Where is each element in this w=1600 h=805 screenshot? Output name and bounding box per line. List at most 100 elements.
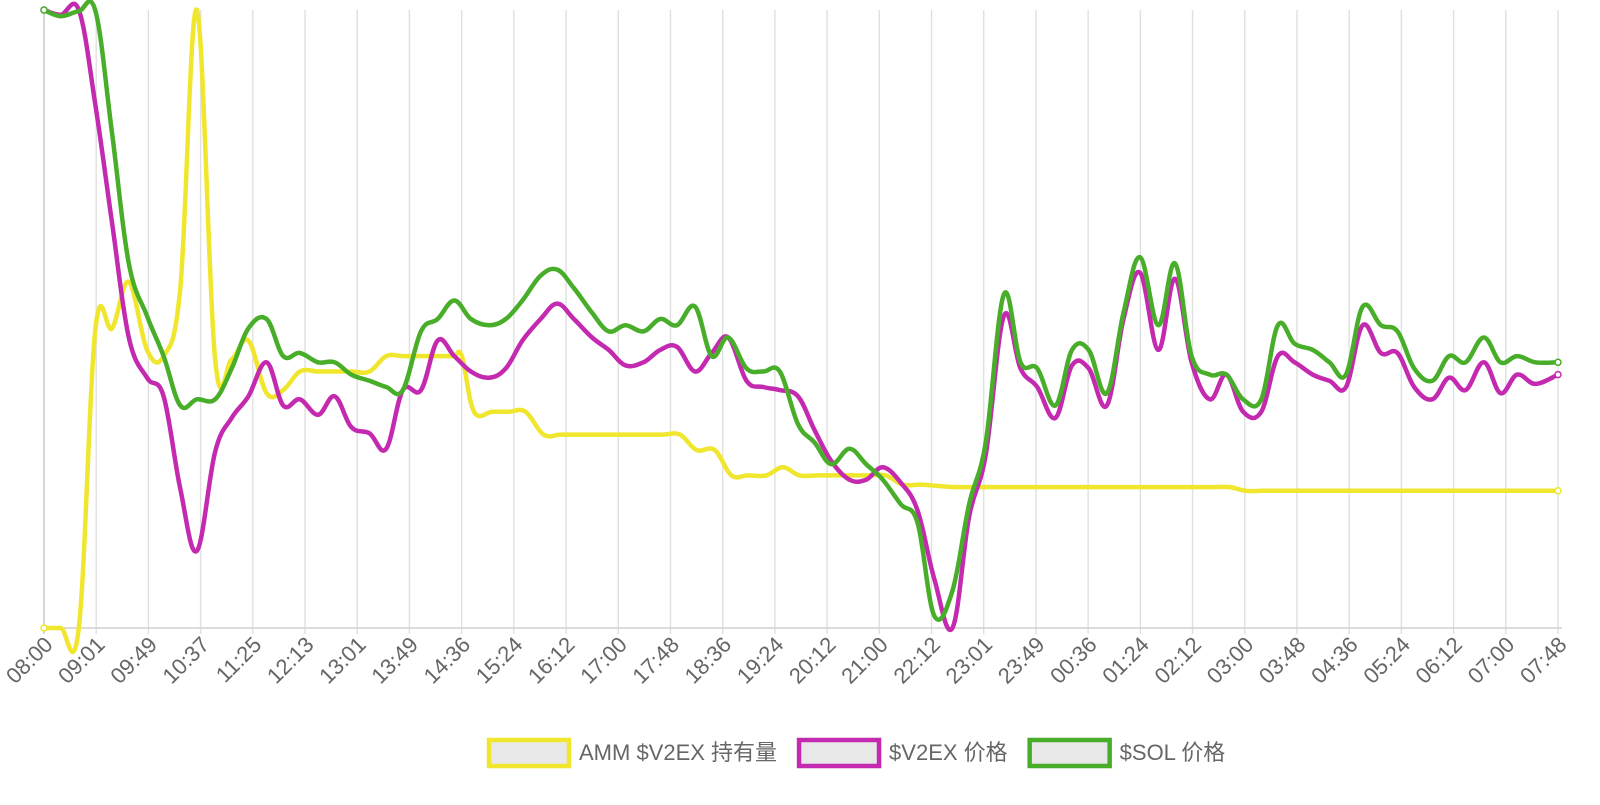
data-point xyxy=(77,9,81,13)
data-point xyxy=(796,422,800,426)
data-point xyxy=(178,403,183,408)
data-point xyxy=(1292,360,1297,365)
legend-label: $V2EX 价格 xyxy=(889,740,1008,765)
data-point xyxy=(213,450,217,454)
data-point xyxy=(1055,485,1059,489)
data-point xyxy=(246,326,251,331)
data-point xyxy=(523,409,528,414)
data-point xyxy=(469,317,473,321)
data-point xyxy=(915,508,920,513)
data-point xyxy=(419,354,423,358)
data-point xyxy=(884,473,888,478)
data-point xyxy=(281,403,286,408)
data-point xyxy=(1141,485,1145,489)
data-point xyxy=(264,317,269,321)
data-point xyxy=(195,397,199,402)
x-tick-label: 19:24 xyxy=(732,632,789,689)
data-point xyxy=(986,485,991,489)
x-tick-label: 08:00 xyxy=(1,632,58,689)
data-point xyxy=(1241,409,1245,414)
data-point xyxy=(864,477,868,482)
data-point xyxy=(746,473,750,478)
data-point xyxy=(1224,372,1229,377)
data-point xyxy=(952,485,956,489)
data-point xyxy=(332,360,337,365)
data-point xyxy=(1295,489,1300,493)
data-point xyxy=(93,326,98,331)
data-point xyxy=(899,481,903,485)
data-point xyxy=(899,502,903,507)
data-point xyxy=(796,394,800,399)
data-point xyxy=(1347,489,1351,493)
data-point xyxy=(558,432,563,437)
data-point xyxy=(435,354,440,358)
data-point xyxy=(541,432,546,437)
legend-item[interactable]: $V2EX 价格 xyxy=(796,737,1008,769)
data-point xyxy=(1002,314,1006,318)
data-point xyxy=(145,375,149,380)
legend-item[interactable]: $SOL 价格 xyxy=(1027,737,1226,769)
data-point xyxy=(504,317,508,321)
data-point xyxy=(1089,485,1094,489)
data-point xyxy=(435,317,440,321)
data-point xyxy=(1398,489,1403,493)
data-point xyxy=(1053,416,1058,420)
data-point xyxy=(58,626,63,630)
data-point xyxy=(797,473,802,478)
data-point xyxy=(246,394,251,399)
data-point xyxy=(1412,385,1416,389)
data-point xyxy=(229,416,234,420)
data-point xyxy=(110,326,114,331)
data-point xyxy=(246,338,251,343)
data-point xyxy=(1156,323,1161,328)
data-point xyxy=(195,549,199,553)
data-point xyxy=(641,360,646,365)
data-point xyxy=(1360,323,1365,328)
data-point xyxy=(1536,489,1541,493)
data-point xyxy=(520,338,525,343)
legend-item[interactable]: AMM $V2EX 持有量 xyxy=(486,737,777,769)
data-point xyxy=(1086,366,1091,371)
data-point xyxy=(1227,485,1232,489)
data-point xyxy=(1073,485,1077,489)
legend[interactable]: AMM $V2EX 持有量 $V2EX 价格 $SOL 价格 xyxy=(486,737,1226,769)
data-point xyxy=(110,131,114,136)
x-tick-label: 04:36 xyxy=(1306,632,1363,689)
data-point xyxy=(1173,277,1177,281)
data-point xyxy=(1330,489,1335,493)
data-point xyxy=(1379,351,1383,355)
data-point xyxy=(452,354,457,358)
data-point xyxy=(127,280,131,284)
data-point xyxy=(1463,360,1468,365)
data-point xyxy=(1209,485,1214,489)
series-line xyxy=(41,0,1561,622)
data-point xyxy=(849,473,853,478)
data-point xyxy=(349,425,354,429)
data-point xyxy=(623,323,628,328)
data-point xyxy=(590,311,594,315)
data-point xyxy=(1327,360,1332,365)
data-point xyxy=(332,394,337,399)
data-point xyxy=(1360,304,1365,309)
series-2 xyxy=(40,1,1562,633)
data-point xyxy=(1433,489,1438,493)
data-point xyxy=(40,6,48,14)
data-point xyxy=(918,482,923,487)
data-point xyxy=(744,379,749,383)
data-point xyxy=(675,323,679,328)
data-point xyxy=(1485,489,1489,493)
data-point xyxy=(1038,485,1042,489)
data-point xyxy=(1415,489,1419,493)
data-point xyxy=(932,576,936,581)
data-point xyxy=(316,369,320,374)
series-1 xyxy=(40,7,1562,655)
data-point xyxy=(1158,485,1162,489)
data-point xyxy=(1021,485,1026,489)
data-point xyxy=(1173,261,1177,266)
data-point xyxy=(469,369,473,374)
data-point xyxy=(490,409,494,414)
data-point xyxy=(264,391,269,396)
data-point xyxy=(195,8,199,12)
legend-swatch xyxy=(796,737,882,769)
data-point xyxy=(538,317,543,321)
